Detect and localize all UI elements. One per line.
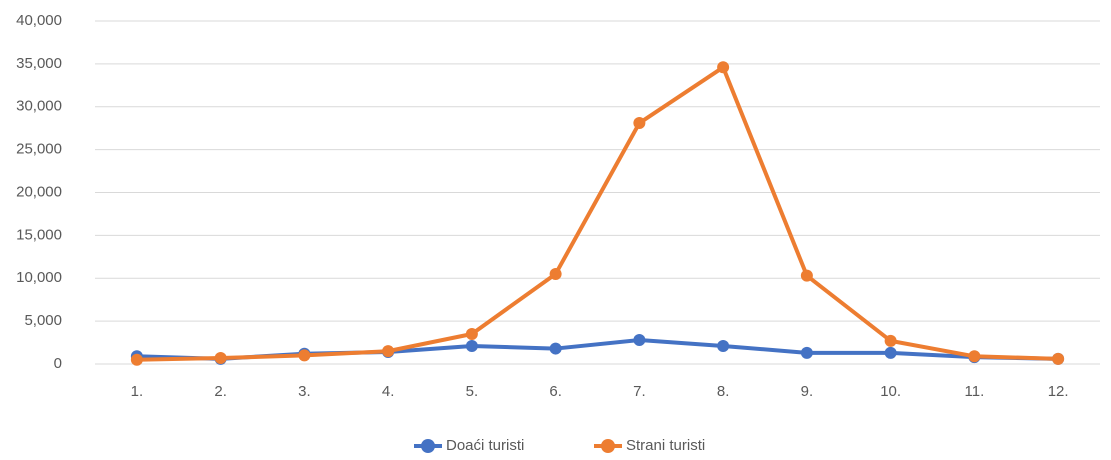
- point: [465, 339, 478, 352]
- point: [130, 353, 143, 366]
- y-tick-label: 25,000: [16, 141, 62, 158]
- point: [800, 269, 813, 282]
- x-tick-label: 12.: [1048, 383, 1069, 400]
- x-tick-label: 10.: [880, 383, 901, 400]
- legend-label: Doaći turisti: [446, 437, 524, 454]
- x-tick-label: 2.: [214, 383, 227, 400]
- point: [968, 350, 981, 363]
- x-tick-label: 6.: [549, 383, 562, 400]
- point: [633, 333, 646, 346]
- x-tick-label: 8.: [717, 383, 730, 400]
- point: [465, 327, 478, 340]
- x-tick-label: 7.: [633, 383, 646, 400]
- y-tick-label: 15,000: [16, 226, 62, 243]
- legend-marker: [421, 439, 435, 453]
- point: [717, 339, 730, 352]
- x-tick-label: 9.: [801, 383, 814, 400]
- point: [549, 267, 562, 280]
- point: [800, 346, 813, 359]
- point: [298, 349, 311, 362]
- point: [214, 351, 227, 364]
- point: [1052, 352, 1065, 365]
- point: [884, 334, 897, 347]
- x-tick-label: 4.: [382, 383, 395, 400]
- y-tick-label: 40,000: [16, 12, 62, 29]
- y-tick-label: 35,000: [16, 55, 62, 72]
- y-tick-label: 10,000: [16, 269, 62, 286]
- y-tick-label: 0: [54, 355, 62, 372]
- series-line: [136, 65, 1059, 362]
- point: [717, 61, 730, 74]
- point: [382, 345, 395, 358]
- x-tick-label: 5.: [466, 383, 479, 400]
- x-tick-label: 3.: [298, 383, 311, 400]
- y-tick-label: 20,000: [16, 183, 62, 200]
- y-tick-label: 30,000: [16, 98, 62, 115]
- point: [633, 117, 646, 130]
- legend-marker: [601, 439, 615, 453]
- x-tick-label: 1.: [131, 383, 144, 400]
- y-tick-label: 5,000: [24, 312, 62, 329]
- point: [549, 342, 562, 355]
- x-tick-label: 11.: [965, 383, 985, 400]
- point: [884, 346, 897, 359]
- legend-label: Strani turisti: [626, 437, 705, 454]
